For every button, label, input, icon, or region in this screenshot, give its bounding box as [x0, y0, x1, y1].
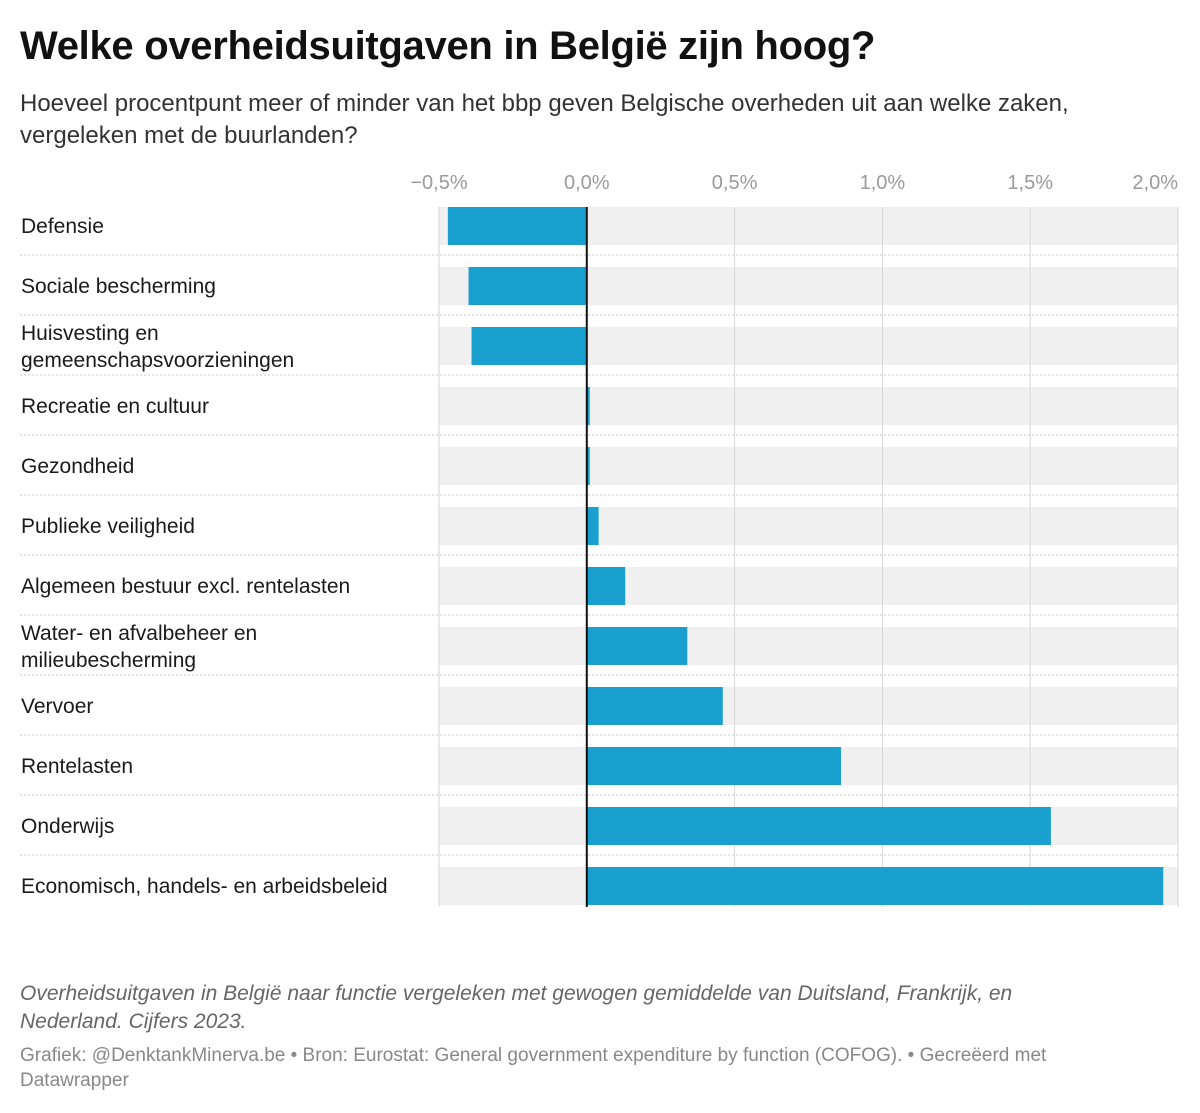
- category-label: Water- en afvalbeheer en milieubeschermin…: [21, 622, 257, 672]
- row-band: [439, 507, 1178, 545]
- row-band: [439, 627, 1178, 665]
- bar: [586, 747, 842, 785]
- category-label: Economisch, handels- en arbeidsbeleid: [21, 875, 388, 898]
- row-band: [439, 687, 1178, 725]
- category-label: Vervoer: [21, 695, 93, 718]
- chart-note: Overheidsuitgaven in België naar functie…: [20, 982, 1013, 1033]
- category-label: Recreatie en cultuur: [21, 395, 209, 418]
- bar: [586, 627, 688, 665]
- bar: [586, 387, 590, 425]
- category-label: Defensie: [21, 215, 104, 238]
- category-label: Huisvesting en gemeenschapsvoorzieningen: [21, 322, 294, 372]
- bar: [447, 207, 587, 245]
- category-label: Publieke veiligheid: [21, 515, 195, 538]
- category-label: Gezondheid: [21, 455, 134, 478]
- bar: [586, 807, 1051, 845]
- x-tick-label: 2,0%: [1132, 172, 1178, 194]
- bar: [468, 267, 587, 305]
- row-band: [439, 387, 1178, 425]
- row-band: [439, 447, 1178, 485]
- x-tick-label: 1,0%: [860, 172, 906, 194]
- chart-credits: Grafiek: @DenktankMinerva.be • Bron: Eur…: [20, 1045, 1047, 1091]
- bar: [586, 687, 723, 725]
- category-label: Sociale bescherming: [21, 275, 216, 298]
- bar: [586, 447, 590, 485]
- bar: [586, 507, 599, 545]
- category-label: Onderwijs: [21, 815, 114, 838]
- bar: [471, 327, 587, 365]
- chart-title: Welke overheidsuitgaven in België zijn h…: [20, 24, 876, 68]
- x-tick-label: 0,0%: [564, 172, 610, 194]
- category-label: Algemeen bestuur excl. rentelasten: [21, 575, 350, 598]
- x-tick-label: 0,5%: [712, 172, 758, 194]
- bar: [586, 867, 1164, 905]
- x-tick-label: 1,5%: [1007, 172, 1053, 194]
- bar: [586, 567, 626, 605]
- category-label: Rentelasten: [21, 755, 133, 778]
- bar-chart: −0,5% 0,0% 0,5% 1,0% 1,5% 2,0% Defensie Sociale…: [20, 172, 1179, 907]
- chart-subtitle: Hoeveel procentpunt meer of minder van h…: [20, 90, 1069, 149]
- x-tick-label: −0,5%: [410, 172, 467, 194]
- row-band: [439, 567, 1178, 605]
